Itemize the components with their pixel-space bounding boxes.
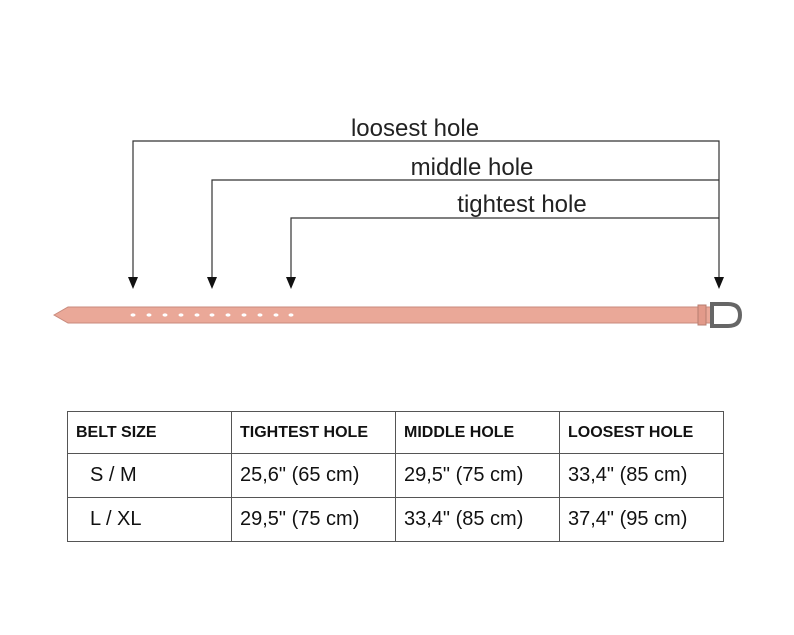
header-cell: TIGHTEST HOLE: [231, 411, 396, 454]
belt-strap: [52, 306, 713, 324]
cell: S / M: [67, 453, 232, 498]
guide-lines: [132, 140, 720, 280]
cell: 33,4" (85 cm): [559, 453, 724, 498]
cell: L / XL: [67, 497, 232, 542]
header-cell: BELT SIZE: [67, 411, 232, 454]
header-cell: LOOSEST HOLE: [559, 411, 724, 454]
cell: 29,5" (75 cm): [395, 453, 560, 498]
middle-label: middle hole: [411, 154, 534, 181]
loosest-label: loosest hole: [351, 115, 479, 142]
header-row: BELT SIZE TIGHTEST HOLE MIDDLE HOLE LOOS…: [67, 411, 724, 454]
tightest-label: tightest hole: [457, 191, 586, 218]
table-row: S / M 25,6" (65 cm) 29,5" (75 cm) 33,4" …: [67, 453, 724, 498]
cell: 37,4" (95 cm): [559, 497, 724, 542]
table-row: L / XL 29,5" (75 cm) 33,4" (85 cm) 37,4"…: [67, 497, 724, 542]
header-cell: MIDDLE HOLE: [395, 411, 560, 454]
belt-holes: [130, 313, 294, 317]
buckle: [710, 302, 743, 328]
belt-loop: [697, 304, 707, 326]
cell: 29,5" (75 cm): [231, 497, 396, 542]
cell: 25,6" (65 cm): [231, 453, 396, 498]
size-table: BELT SIZE TIGHTEST HOLE MIDDLE HOLE LOOS…: [67, 411, 724, 542]
arrowheads: [128, 277, 724, 289]
cell: 33,4" (85 cm): [395, 497, 560, 542]
belt-diagram: loosest hole middle hole tightest hole: [52, 115, 743, 328]
